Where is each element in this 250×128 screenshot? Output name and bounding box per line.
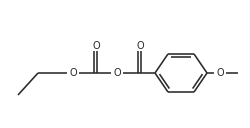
Text: O: O — [215, 68, 223, 78]
Text: O: O — [69, 68, 76, 78]
Text: O: O — [113, 68, 120, 78]
Text: O: O — [92, 41, 100, 51]
Text: O: O — [136, 41, 143, 51]
